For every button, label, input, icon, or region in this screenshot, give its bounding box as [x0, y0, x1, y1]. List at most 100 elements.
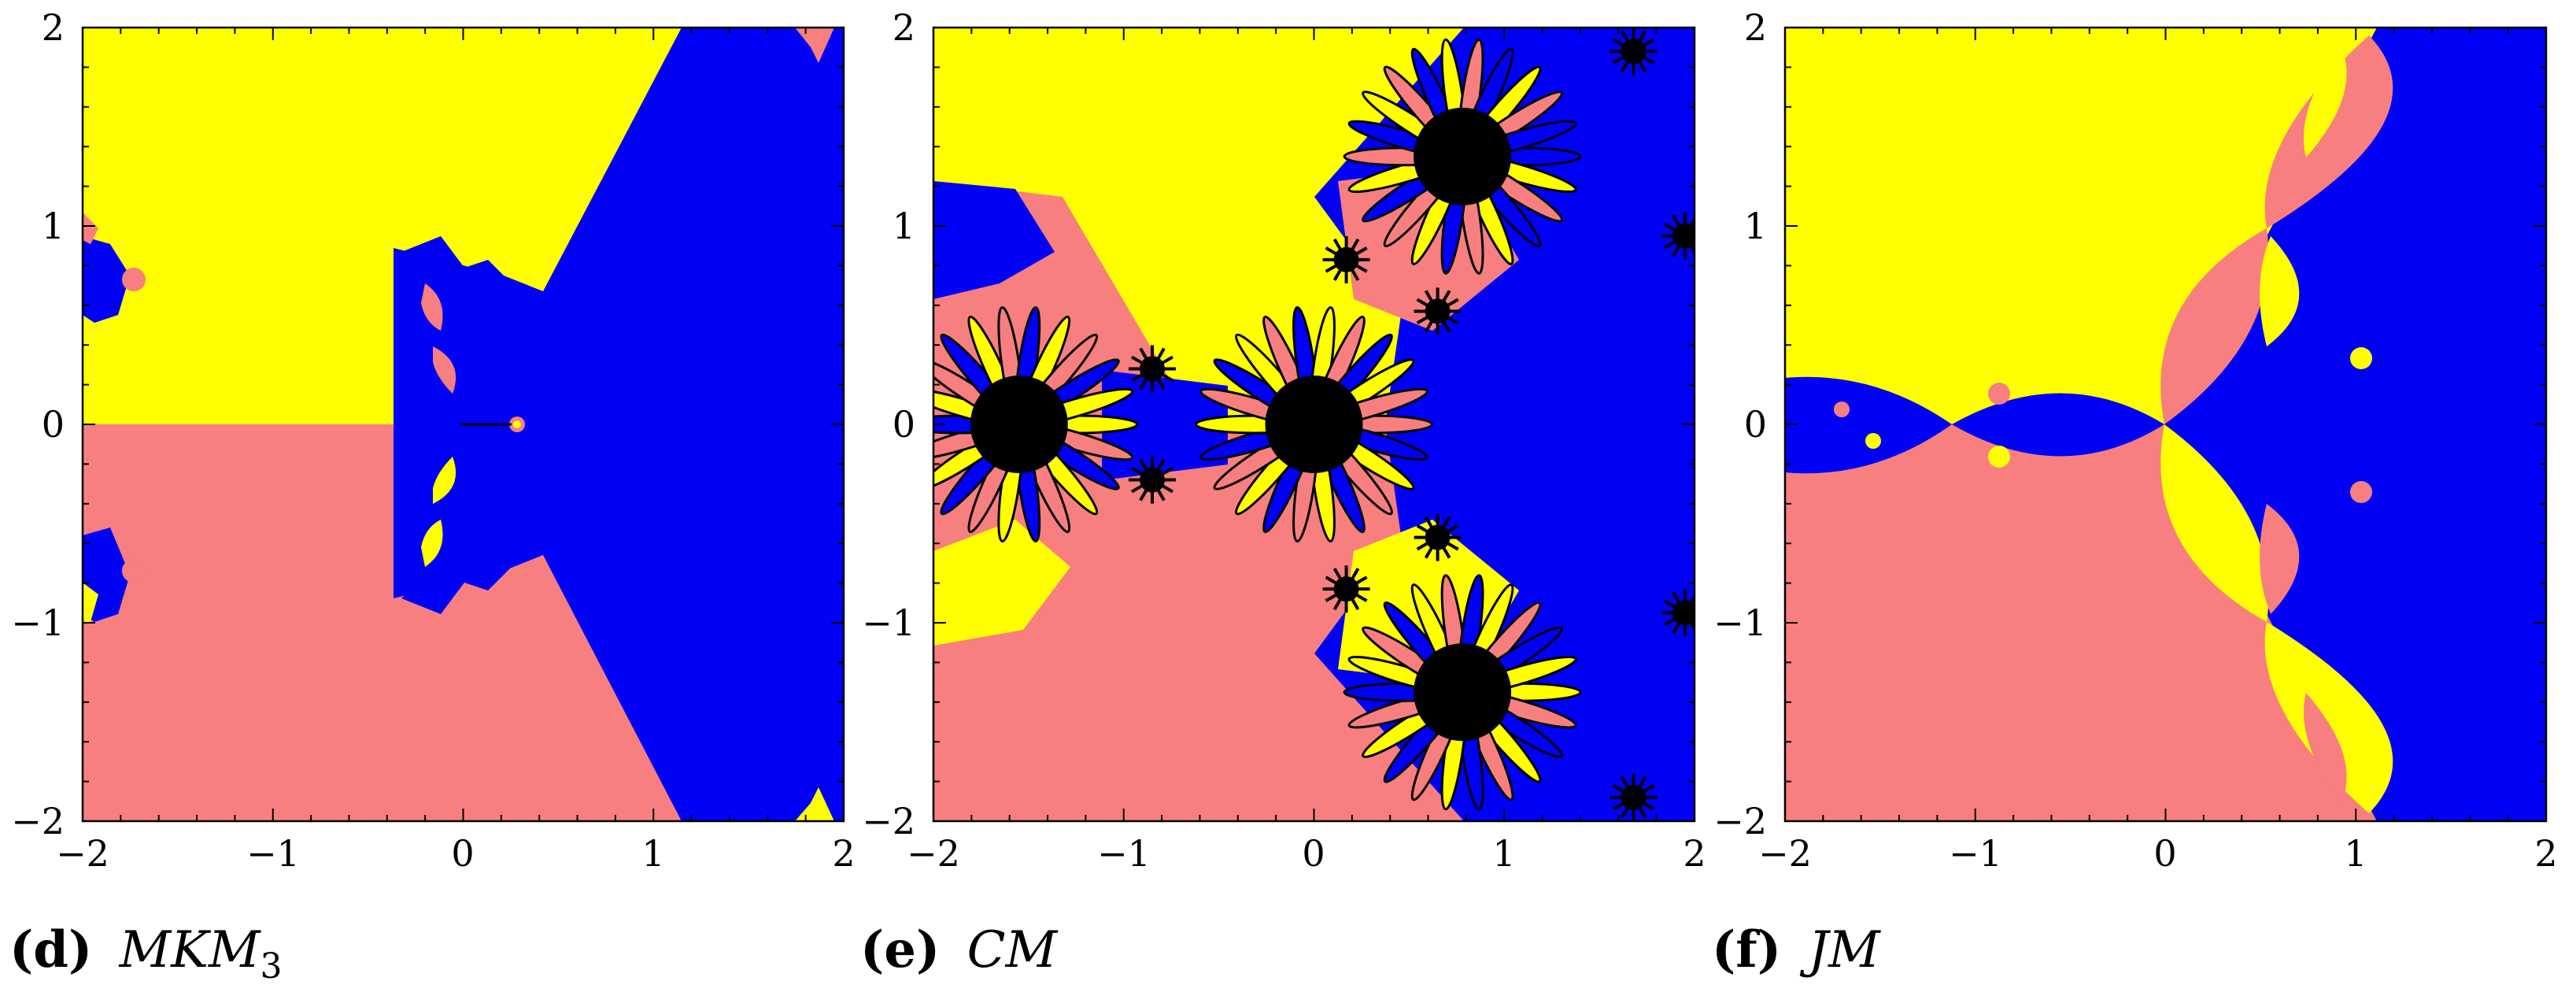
satellite-center — [1425, 524, 1451, 550]
y-tick-label: −1 — [11, 601, 65, 644]
satellite-center — [1672, 223, 1695, 249]
y-tick-label: −1 — [862, 601, 915, 644]
x-tick-label: −2 — [907, 832, 960, 875]
caption-letter: (f) — [1712, 920, 1781, 979]
panel-e: −2 −1 0 1 2 2 1 0 −1 −2 (e) CM — [860, 6, 1706, 979]
boundary-fragment-d — [421, 283, 443, 331]
boundary-leaf-f — [2264, 35, 2393, 228]
basin-plot-f — [1785, 28, 2546, 821]
y-tick-label: −1 — [1713, 601, 1767, 644]
x-tick-label: −1 — [1097, 832, 1151, 875]
boundary-fragment-d — [433, 457, 456, 504]
boundary-fragment-d — [433, 346, 456, 394]
satellite-center — [1621, 39, 1646, 65]
flower-center — [970, 376, 1068, 473]
y-tick-label: −2 — [11, 800, 65, 842]
y-tick-label: 1 — [42, 205, 65, 247]
x-tick-label: 1 — [1492, 832, 1515, 875]
boundary-blob-f — [1988, 446, 2010, 468]
x-tick-label: −1 — [1949, 832, 2002, 875]
boundary-fragment-d — [83, 583, 98, 622]
y-tick-labels-d: 2 1 0 −1 −2 — [11, 6, 65, 842]
y-tick-label: 2 — [1744, 6, 1767, 49]
boundary-fragment-d — [83, 213, 98, 244]
y-tick-labels-e: 2 1 0 −1 −2 — [862, 6, 915, 842]
boundary-fragment-d — [421, 520, 443, 567]
boundary-fragment-d — [401, 424, 512, 614]
boundary-fragment-d — [122, 559, 146, 583]
satellite-center — [1140, 467, 1166, 493]
y-tick-label: 2 — [893, 6, 915, 49]
boundary-fragment-d — [795, 787, 834, 821]
satellite-center — [1672, 600, 1695, 626]
satellite-center — [1140, 356, 1166, 382]
y-tick-label: 1 — [1744, 205, 1767, 247]
flower-center — [1414, 107, 1512, 205]
boundary-leaf-f — [2304, 693, 2347, 803]
boundary-fragment-d — [401, 236, 512, 424]
axis-ticks-d — [82, 27, 844, 822]
caption-method: MKM — [119, 921, 261, 979]
caption-letter: (e) — [860, 920, 940, 979]
caption-f: (f) JM — [1712, 920, 1881, 979]
basin-plot-d — [83, 28, 844, 821]
x-tick-labels-e: −2 −1 0 1 2 — [907, 832, 1706, 875]
boundary-blob-f — [2350, 347, 2372, 369]
y-tick-label: 2 — [42, 6, 65, 49]
caption-d: (d) MKM3 — [9, 920, 283, 986]
satellite-center — [1425, 298, 1451, 324]
boundary-band-f — [1785, 376, 1952, 474]
x-tick-label: 2 — [2534, 832, 2557, 875]
satellite-center — [1621, 784, 1646, 810]
y-tick-label: 0 — [893, 403, 915, 446]
flower-center — [1265, 376, 1363, 473]
basin-blue-f — [2164, 28, 2546, 821]
caption-letter: (d) — [9, 920, 92, 979]
x-tick-label: −1 — [246, 832, 300, 875]
y-tick-label: 1 — [893, 205, 915, 247]
x-tick-labels-d: −2 −1 0 1 2 — [56, 832, 856, 875]
x-tick-label: 2 — [1683, 832, 1706, 875]
basin-blue-left-e — [933, 181, 1055, 299]
boundary-blob-f — [2350, 481, 2372, 503]
boundary-leaf-f — [2260, 504, 2300, 614]
caption-method: JM — [1799, 921, 1881, 979]
boundary-leaf-f — [2304, 47, 2347, 157]
satellite-center — [1333, 576, 1359, 602]
boundary-leaf-f — [2260, 236, 2300, 346]
y-tick-label: −2 — [862, 800, 915, 842]
boundary-fragment-d — [513, 420, 521, 428]
boundary-leaf-f — [2160, 424, 2269, 622]
x-tick-label: 0 — [2153, 832, 2176, 875]
boundary-band-f — [1952, 393, 2164, 457]
x-tick-label: 2 — [832, 832, 855, 875]
panel-d: −2 −1 0 1 2 2 1 0 −1 −2 (d) MKM3 — [9, 6, 856, 986]
boundary-fragment-d — [83, 236, 130, 323]
y-tick-labels-f: 2 1 0 −1 −2 — [1713, 6, 1767, 842]
y-tick-label: 0 — [42, 403, 65, 446]
axis-ticks-f — [1784, 27, 2547, 822]
y-tick-label: −2 — [1713, 800, 1767, 842]
satellite-center — [1333, 246, 1359, 272]
flower-center — [1414, 643, 1512, 742]
x-tick-label: 1 — [641, 832, 664, 875]
x-tick-label: 1 — [2344, 832, 2367, 875]
x-tick-label: −2 — [56, 832, 109, 875]
x-tick-label: −2 — [1758, 832, 1812, 875]
y-tick-label: 0 — [1744, 403, 1767, 446]
x-tick-label: 0 — [1302, 832, 1325, 875]
boundary-leaf-f — [2160, 228, 2269, 424]
basin-yellow-left-e — [933, 520, 1070, 646]
caption-subscript: 3 — [261, 946, 283, 986]
basin-plot-e — [933, 28, 1695, 821]
x-tick-labels-f: −2 −1 0 1 2 — [1758, 832, 2558, 875]
boundary-leaf-f — [2264, 622, 2393, 813]
boundary-blob-f — [1865, 433, 1881, 449]
boundary-blob-f — [1834, 402, 1850, 417]
basin-blue-d — [394, 28, 844, 821]
caption-method: CM — [967, 921, 1059, 979]
panel-f: −2 −1 0 1 2 2 1 0 −1 −2 (f) JM — [1712, 6, 2558, 979]
flowers-e — [933, 28, 1695, 821]
boundary-blob-f — [1988, 383, 2010, 405]
